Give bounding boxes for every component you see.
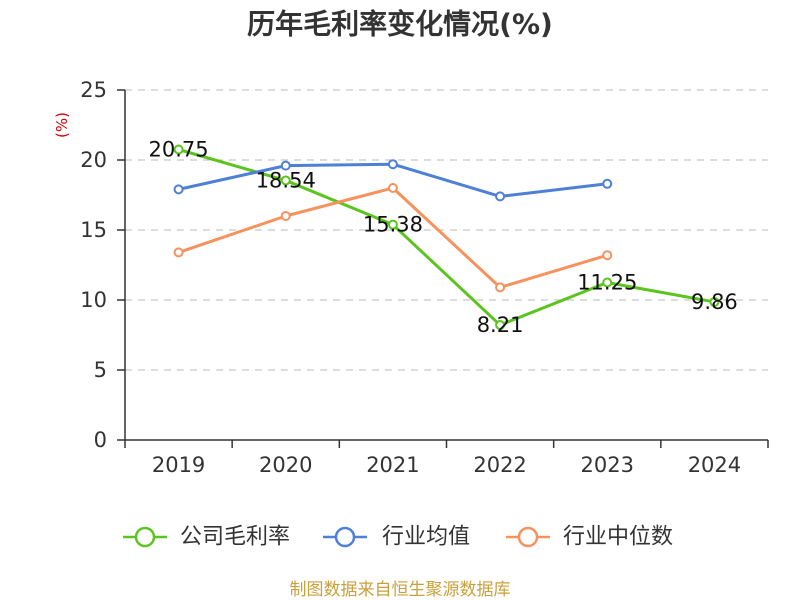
legend-circle-symbol — [134, 526, 156, 548]
x-tick-label: 2024 — [688, 453, 741, 477]
axes: 0 5 10 15 20 25 2019 2020 2021 2022 2023 2024 — [80, 78, 769, 477]
x-tick-label: 2023 — [581, 453, 634, 477]
chart-title: 历年毛利率变化情况(%) — [247, 8, 553, 41]
data-point — [280, 175, 291, 186]
series-layer — [173, 144, 720, 331]
x-tick-label: 2019 — [152, 453, 205, 477]
series-line-2 — [177, 186, 609, 289]
x-tick-label: 2022 — [473, 453, 526, 477]
data-point — [387, 219, 398, 230]
data-point — [387, 159, 398, 170]
legend-label: 公司毛利率 — [180, 525, 290, 550]
legend-item-company-gross-margin[interactable]: 公司毛利率 — [123, 525, 290, 550]
data-label: 9.86 — [691, 290, 738, 314]
series-line-0 — [177, 148, 716, 327]
data-point — [495, 191, 506, 202]
y-tick-label: 10 — [80, 288, 107, 312]
legend-circle-symbol — [334, 526, 356, 548]
y-tick-label: 25 — [80, 78, 107, 102]
legend-item-industry-mean[interactable]: 行业均值 — [323, 525, 470, 550]
y-tick-label: 5 — [94, 358, 107, 382]
y-tick-label: 0 — [94, 428, 107, 452]
data-point — [280, 160, 291, 171]
data-point — [495, 320, 506, 331]
data-point — [602, 250, 613, 261]
data-point — [173, 184, 184, 195]
gridlines — [125, 89, 768, 371]
data-point — [173, 144, 184, 155]
data-label: 8.21 — [477, 313, 524, 337]
legend-label: 行业均值 — [382, 525, 470, 550]
data-point — [602, 178, 613, 189]
data-point — [709, 296, 720, 307]
y-tick-label: 15 — [80, 218, 107, 242]
x-tick-label: 2021 — [366, 453, 419, 477]
x-tick-label: 2020 — [259, 453, 312, 477]
legend-label: 行业中位数 — [563, 525, 673, 550]
y-axis-label: (%) — [53, 112, 71, 138]
data-labels: 20.75 18.54 15.38 8.21 11.25 9.86 — [149, 138, 738, 338]
y-tick-label: 20 — [80, 148, 107, 172]
data-point — [495, 282, 506, 293]
data-point — [602, 277, 613, 288]
data-label: 20.75 — [149, 138, 209, 162]
data-label: 18.54 — [256, 168, 316, 192]
data-label: 15.38 — [363, 213, 423, 237]
data-point — [387, 183, 398, 193]
data-point — [280, 211, 291, 221]
legend: 公司毛利率 行业均值 行业中位数 — [123, 525, 673, 550]
data-label: 11.25 — [577, 271, 637, 295]
source-note: 制图数据来自恒生聚源数据库 — [290, 580, 511, 600]
data-point — [173, 247, 184, 258]
legend-item-industry-median[interactable]: 行业中位数 — [506, 525, 673, 550]
legend-circle-symbol — [517, 526, 539, 548]
